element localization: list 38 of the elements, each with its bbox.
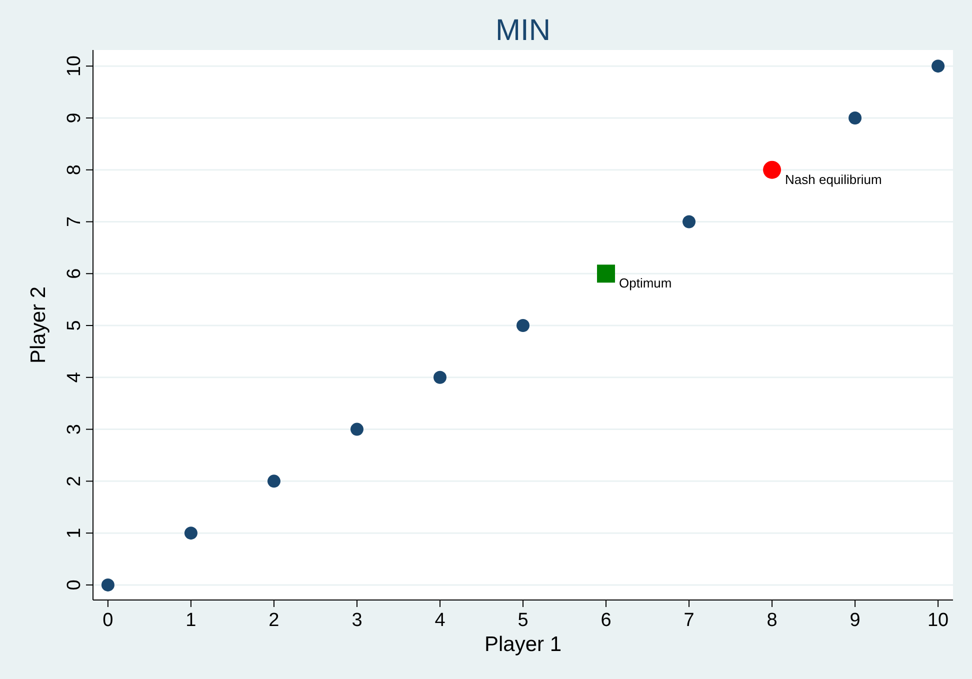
y-tick-label: 0 (64, 580, 85, 590)
x-tick-label: 10 (927, 610, 949, 631)
point (848, 111, 862, 124)
point (682, 215, 696, 228)
x-tick-label: 4 (434, 610, 446, 631)
y-tick-label: 7 (64, 216, 85, 228)
y-tick-label: 10 (64, 56, 85, 77)
x-tick-label: 9 (850, 610, 860, 631)
point (597, 264, 616, 283)
point (267, 474, 280, 488)
y-tick-label: 1 (64, 528, 85, 538)
series-label: Optimum (619, 276, 672, 291)
series-label: Nash equilibrium (785, 172, 882, 187)
x-tick-label: 7 (684, 610, 694, 631)
x-tick-label: 3 (352, 610, 362, 631)
point (184, 526, 198, 540)
point (763, 160, 782, 179)
x-tick-label: 6 (600, 610, 612, 631)
x-tick-label: 8 (766, 610, 778, 631)
y-axis-title: Player 2 (27, 286, 50, 364)
x-tick-label: 5 (518, 610, 528, 631)
y-tick-label: 8 (64, 164, 85, 176)
y-tick-label: 2 (64, 476, 85, 486)
point (932, 60, 945, 73)
point (516, 319, 530, 332)
point (101, 578, 114, 592)
x-tick-label: 1 (186, 610, 196, 631)
chart-title: MIN (496, 14, 550, 47)
y-tick-label: 9 (64, 112, 85, 124)
y-tick-label: 5 (64, 320, 85, 331)
x-tick-label: 2 (268, 610, 280, 631)
y-tick-label: 6 (64, 268, 85, 279)
y-tick-label: 4 (64, 372, 85, 383)
x-axis-title: Player 1 (484, 633, 562, 656)
point (433, 370, 446, 384)
point (350, 422, 364, 436)
x-tick-label: 0 (102, 610, 114, 631)
y-tick-label: 3 (64, 424, 85, 435)
